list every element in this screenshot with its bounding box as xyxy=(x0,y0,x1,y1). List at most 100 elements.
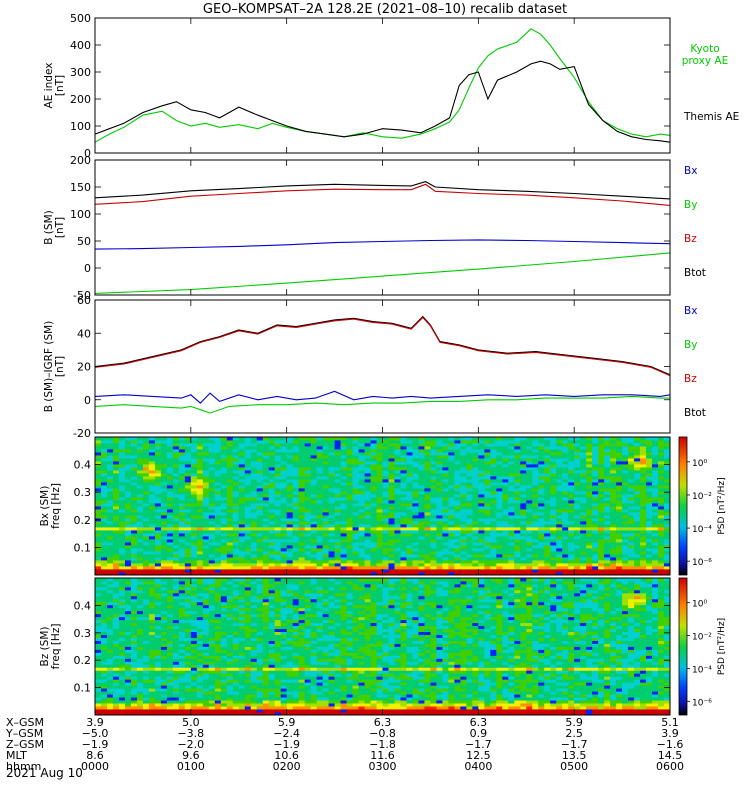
bx_spectrogram-cell xyxy=(628,560,635,564)
bx_spectrogram-cell xyxy=(472,488,479,492)
bx_spectrogram-cell xyxy=(400,554,407,558)
bx_spectrogram-cell xyxy=(370,467,377,471)
bx_spectrogram-cell xyxy=(95,545,102,549)
bz_spectrogram-cell xyxy=(328,706,335,710)
bx_spectrogram-cell xyxy=(346,530,353,534)
bx_spectrogram-cell xyxy=(232,530,240,534)
bx_spectrogram-cell xyxy=(304,437,312,441)
bx_spectrogram-cell xyxy=(382,443,389,447)
bx_spectrogram-cell xyxy=(400,566,407,570)
bx_spectrogram-cell xyxy=(640,437,647,441)
bx_spectrogram-cell xyxy=(610,476,617,480)
bx_spectrogram-cell xyxy=(304,443,312,447)
bx_spectrogram-cell xyxy=(112,440,120,444)
bz_spectrogram-cell xyxy=(496,703,503,707)
bx_spectrogram-cell xyxy=(136,539,144,543)
bx_spectrogram-cell xyxy=(304,536,312,540)
bx_spectrogram-cell xyxy=(370,512,377,516)
bx_spectrogram-cell xyxy=(592,518,599,522)
bx_spectrogram-cell xyxy=(166,482,174,486)
bx_spectrogram-cell xyxy=(322,482,329,486)
bx_spectrogram-cell xyxy=(376,542,383,546)
bx_spectrogram-cell xyxy=(238,521,246,525)
bx_spectrogram-cell xyxy=(112,497,120,501)
bx_spectrogram-cell xyxy=(148,566,156,570)
bx_spectrogram-cell xyxy=(268,437,276,441)
bx_spectrogram-cell xyxy=(232,482,240,486)
bx_spectrogram-cell xyxy=(520,521,527,525)
bx_spectrogram-cell xyxy=(610,506,617,510)
bx_spectrogram-cell xyxy=(370,452,377,456)
bx_spectrogram-cell xyxy=(334,446,341,450)
bx_spectrogram-cell xyxy=(322,533,329,537)
bx_spectrogram-cell xyxy=(388,560,395,564)
bz_spectrogram-cell xyxy=(634,706,641,710)
bx_spectrogram-cell xyxy=(142,461,150,465)
bx_spectrogram-cell xyxy=(610,503,617,507)
bx_spectrogram-cell xyxy=(568,455,575,459)
bx_spectrogram-cell xyxy=(544,551,551,555)
bx_spectrogram-cell xyxy=(484,518,491,522)
bx_spectrogram-cell xyxy=(526,521,533,525)
bx_spectrogram-cell xyxy=(340,452,347,456)
bx_spectrogram-cell xyxy=(646,497,653,501)
b_minus_igrf-ytick-label: 20 xyxy=(77,361,91,374)
bx_spectrogram-cell xyxy=(454,512,461,516)
bz_spectrogram-cell xyxy=(316,712,323,716)
bx_spectrogram-cell xyxy=(604,455,611,459)
bx_spectrogram-cell xyxy=(598,476,605,480)
bx_spectrogram-cell xyxy=(286,566,294,570)
bx_spectrogram-cell xyxy=(640,488,647,492)
bx_spectrogram-cell xyxy=(580,533,587,537)
bz_spectrogram-cell xyxy=(106,709,114,713)
bx_spectrogram-cell xyxy=(652,503,659,507)
bx_spectrogram-cell xyxy=(190,485,198,489)
bx_spectrogram-cell xyxy=(538,488,545,492)
bx_spectrogram-cell xyxy=(472,452,479,456)
bx_spectrogram-cell xyxy=(208,524,216,528)
bx_spectrogram-cell xyxy=(472,536,479,540)
bx_spectrogram-cell xyxy=(310,569,318,573)
bx_spectrogram-cell xyxy=(184,563,192,567)
bx_spectrogram-cell xyxy=(364,491,371,495)
bx_spectrogram-cell xyxy=(178,545,186,549)
bx_spectrogram-cell xyxy=(352,524,359,528)
bz_spectrogram-cell xyxy=(352,706,359,710)
bx_spectrogram-cell xyxy=(364,470,371,474)
bx_spectrogram-cell xyxy=(376,446,383,450)
bz_spectrogram-cell xyxy=(490,709,497,713)
bx_spectrogram-cell xyxy=(598,485,605,489)
bx_spectrogram-cell xyxy=(382,572,389,576)
bx_spectrogram-cell xyxy=(496,470,503,474)
bx_spectrogram-cell xyxy=(568,557,575,561)
bx_spectrogram-cell xyxy=(232,437,240,441)
bx_spectrogram-cell xyxy=(346,494,353,498)
bx_spectrogram-cell xyxy=(310,524,318,528)
bx_spectrogram-cell xyxy=(136,563,144,567)
bx_spectrogram-cell xyxy=(178,506,186,510)
bx_spectrogram-cell xyxy=(148,521,156,525)
bx_spectrogram-cell xyxy=(598,452,605,456)
bz_spectrogram-cell xyxy=(442,709,449,713)
bx_spectrogram-cell xyxy=(106,473,114,477)
bx_spectrogram-cell xyxy=(394,479,401,483)
bx_spectrogram-cell xyxy=(118,515,126,519)
bx_spectrogram-cell xyxy=(352,557,359,561)
bx_spectrogram-cell xyxy=(292,479,300,483)
bx_spectrogram-cell xyxy=(400,476,407,480)
bx_spectrogram-cell xyxy=(334,524,341,528)
bx_spectrogram-cell xyxy=(124,557,132,561)
bx_spectrogram-cell xyxy=(598,479,605,483)
bx_spectrogram-cell xyxy=(532,551,539,555)
bx_spectrogram-cell xyxy=(100,473,108,477)
bx_spectrogram-cell xyxy=(466,542,473,546)
bx_spectrogram-cell xyxy=(280,536,288,540)
bx_spectrogram-cell xyxy=(130,524,138,528)
bx_spectrogram-cell xyxy=(95,542,102,546)
bx_spectrogram-cell xyxy=(514,548,521,552)
bx_spectrogram-cell xyxy=(148,446,156,450)
bx_spectrogram-cell xyxy=(292,542,300,546)
bx_spectrogram-cell xyxy=(370,491,377,495)
bx_spectrogram-cell xyxy=(442,527,449,531)
bx_spectrogram-cell xyxy=(442,491,449,495)
